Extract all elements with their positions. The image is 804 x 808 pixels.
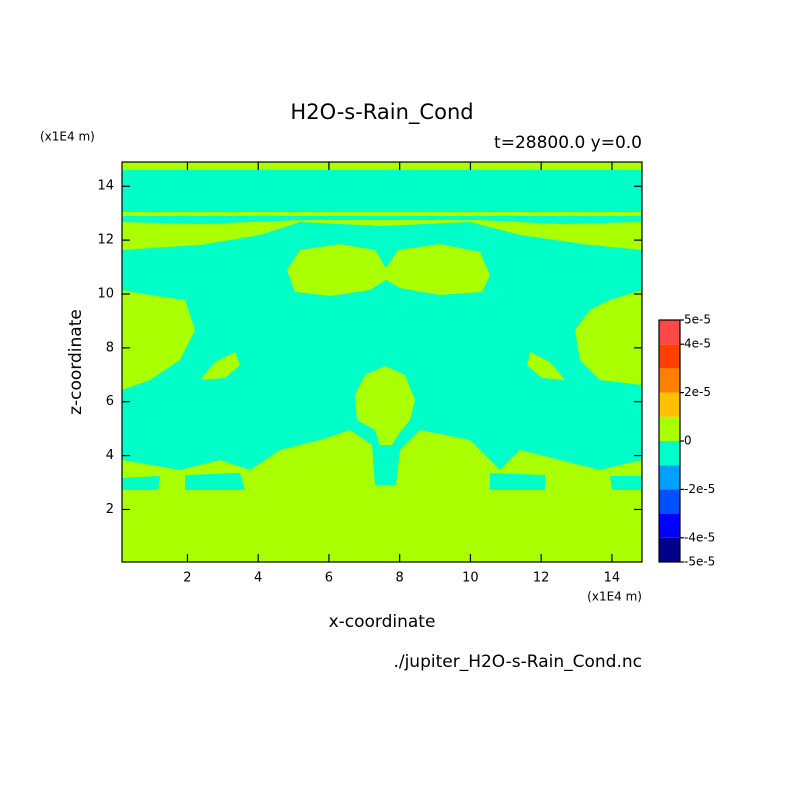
x-axis-label: x-coordinate	[329, 612, 436, 632]
colorbar-band	[659, 320, 680, 345]
region	[122, 170, 642, 212]
region	[122, 476, 160, 490]
subtitle: t=28800.0 y=0.0	[494, 133, 642, 153]
y-tick-label: 12	[97, 233, 114, 248]
colorbar-tick-label: -4e-5	[684, 530, 715, 544]
region	[355, 366, 415, 445]
y-axis-label: z-coordinate	[66, 309, 86, 415]
colorbar-tick-label: 0	[684, 434, 692, 448]
region	[122, 216, 642, 224]
x-tick-label: 2	[183, 571, 191, 586]
colorbar-band	[659, 441, 680, 466]
colorbar-band	[659, 465, 680, 490]
colorbar-band	[659, 392, 680, 417]
colorbar-band	[659, 416, 680, 441]
x-tick-label: 4	[254, 571, 262, 586]
x-unit: (x1E4 m)	[587, 590, 642, 604]
contour-field	[122, 162, 642, 562]
x-tick-label: 10	[462, 571, 479, 586]
y-tick-label: 8	[106, 340, 114, 355]
x-tick-label: 6	[325, 571, 333, 586]
colorbar-tick-label: -5e-5	[684, 555, 715, 569]
x-tick-label: 8	[396, 571, 404, 586]
y-tick-label: 4	[106, 448, 114, 463]
y-tick-label: 6	[106, 394, 114, 409]
y-tick-label: 2	[106, 502, 114, 517]
region	[122, 222, 642, 485]
region	[490, 473, 545, 490]
colorbar-band	[659, 537, 680, 562]
colorbar-tick-label: 4e-5	[684, 337, 711, 351]
region	[200, 352, 240, 380]
colorbar-band	[659, 489, 680, 514]
colorbar-tick-label: 5e-5	[684, 313, 711, 327]
region	[185, 473, 245, 490]
file-name: ./jupiter_H2O-s-Rain_Cond.nc	[393, 652, 642, 672]
chart-title: H2O-s-Rain_Cond	[290, 100, 473, 125]
x-tick-label: 12	[533, 571, 550, 586]
y-tick-label: 14	[97, 179, 114, 194]
y-tick-label: 10	[97, 286, 114, 301]
colorbar-tick-label: 2e-5	[684, 385, 711, 399]
colorbar-tick-label: -2e-5	[684, 482, 715, 496]
colorbar-band	[659, 513, 680, 538]
colorbar-band	[659, 368, 680, 393]
colorbar-band	[659, 344, 680, 369]
plot-frame	[121, 161, 643, 563]
x-tick-label: 14	[604, 571, 621, 586]
region	[610, 476, 642, 490]
region	[527, 352, 565, 380]
y-unit: (x1E4 m)	[40, 130, 95, 144]
region	[287, 244, 490, 296]
